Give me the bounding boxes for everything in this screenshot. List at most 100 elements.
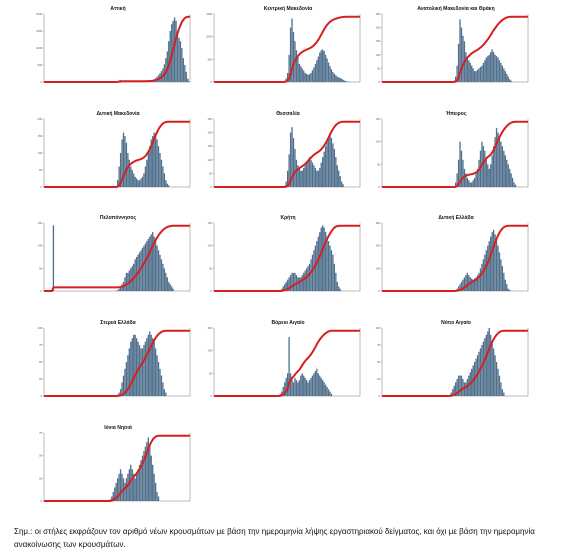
bar — [342, 79, 344, 82]
bar — [137, 469, 139, 501]
bar — [323, 151, 325, 187]
bar — [125, 142, 128, 187]
chart-svg: 0 50 100 150 — [376, 117, 529, 189]
bar — [292, 382, 295, 396]
bar — [319, 167, 321, 187]
y-tick-label: 100 — [208, 244, 213, 248]
bar — [153, 341, 155, 396]
bar — [330, 69, 333, 82]
bar — [513, 182, 515, 187]
cumulative-line — [43, 329, 191, 397]
bar — [511, 177, 514, 187]
bar — [320, 50, 322, 82]
y-tick-label: 250 — [376, 12, 381, 16]
bar — [503, 68, 505, 82]
bar — [168, 185, 170, 187]
bar — [338, 170, 340, 187]
bar — [481, 345, 483, 396]
bar — [133, 473, 135, 501]
cumulative-line — [213, 120, 361, 188]
y-tick-label: 2000 — [36, 12, 42, 16]
bar — [165, 272, 167, 291]
bar — [154, 136, 157, 187]
bar — [313, 165, 315, 187]
bar — [125, 362, 128, 396]
bar — [291, 272, 293, 291]
bar — [163, 389, 166, 396]
bar — [117, 180, 119, 187]
y-tick-label: 1000 — [36, 46, 42, 50]
bar — [500, 141, 502, 187]
bar — [160, 259, 163, 291]
bar — [485, 159, 487, 187]
bar — [119, 469, 122, 501]
bar — [171, 286, 173, 291]
bar — [304, 165, 306, 187]
bar — [469, 62, 471, 82]
bar — [326, 236, 328, 291]
cumulative-line — [381, 329, 529, 397]
bar — [160, 375, 163, 396]
bar — [471, 278, 473, 291]
bar — [490, 334, 492, 396]
bar — [492, 229, 495, 291]
bar — [127, 473, 129, 501]
bar — [154, 348, 157, 396]
bar — [311, 254, 314, 291]
bar — [172, 288, 174, 291]
bar — [338, 286, 340, 291]
bar — [466, 379, 468, 396]
bar — [339, 176, 341, 187]
bar — [498, 137, 501, 187]
bar — [319, 232, 321, 291]
chart-panel-dytiki-ellada: Δυτική Ελλάδα 0 100 200 300 — [372, 215, 540, 301]
cumulative-line — [43, 15, 191, 83]
bar — [162, 263, 164, 291]
bar — [490, 164, 492, 187]
bar — [324, 384, 327, 396]
y-tick-label: 0 — [41, 394, 43, 398]
chart-panel-dytiki-makedonia: Δυτική Μακεδονία 0 50 100 150 200 — [34, 111, 202, 197]
bar — [157, 362, 160, 396]
bar — [336, 281, 338, 291]
y-tick-label: 0 — [211, 289, 213, 293]
bar — [476, 275, 479, 291]
bar — [310, 159, 312, 187]
bar — [295, 50, 298, 82]
bar — [326, 386, 328, 396]
chart-svg: 0 25 50 75 100 — [376, 326, 529, 398]
bar — [178, 37, 180, 82]
bar — [500, 382, 502, 396]
y-tick-label: 50 — [377, 66, 380, 70]
bar — [300, 375, 302, 396]
bar — [292, 32, 295, 82]
chart-title: Ιόνια Νησιά — [104, 425, 132, 431]
bar — [124, 368, 126, 396]
bar — [150, 234, 152, 291]
bar — [289, 27, 292, 83]
bar — [475, 71, 477, 82]
bar — [501, 389, 504, 396]
bar — [166, 183, 168, 187]
bar — [144, 446, 147, 501]
bar — [166, 277, 168, 291]
bar — [294, 377, 296, 396]
y-tick-label: 300 — [376, 221, 381, 225]
y-tick-label: 500 — [208, 57, 213, 61]
bar — [187, 78, 189, 82]
bar — [118, 473, 120, 501]
bar — [138, 464, 141, 501]
bar — [333, 263, 336, 291]
bar — [456, 379, 458, 396]
bar — [494, 137, 496, 187]
y-tick-label: 100 — [376, 266, 381, 270]
bar — [335, 75, 337, 82]
y-tick-label: 25 — [377, 377, 380, 381]
bar — [121, 139, 123, 187]
bar — [291, 377, 293, 396]
bar — [504, 279, 506, 291]
bar — [323, 227, 325, 291]
bar — [484, 150, 486, 187]
bar — [163, 173, 166, 187]
bar — [490, 52, 492, 82]
